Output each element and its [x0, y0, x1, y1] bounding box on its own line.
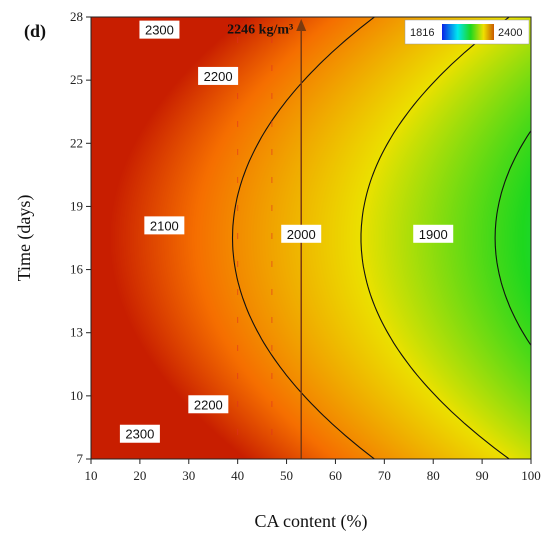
y-tick-label: 19	[70, 198, 83, 213]
marker-arrowhead	[296, 19, 307, 31]
y-axis: 7 10 13 16 19 22 25 28	[70, 9, 91, 466]
x-tick-label: 70	[378, 468, 391, 483]
panel-label: (d)	[24, 21, 46, 42]
contour-label: 2200	[194, 397, 223, 412]
x-tick-label: 40	[231, 468, 244, 483]
contour-lines	[231, 17, 531, 459]
x-tick-label: 30	[182, 468, 195, 483]
contour-label: 2100	[150, 218, 179, 233]
y-axis-title: Time (days)	[14, 195, 35, 282]
contour-line-2200	[360, 17, 511, 459]
x-axis: 10 20 30 40 50 60 70 80 90 100	[85, 459, 541, 483]
contour-label-box	[413, 224, 454, 243]
contour-label: 1900	[419, 227, 448, 242]
x-tick-label: 10	[85, 468, 98, 483]
contour-label-box	[119, 424, 160, 443]
y-tick-label: 25	[70, 72, 83, 87]
y-tick-label: 7	[77, 451, 84, 466]
contour-labels: 2300 2200 2100 2000 1900 2200 2300	[119, 20, 454, 443]
contour-line-2300	[231, 17, 376, 459]
contour-label: 2300	[145, 23, 174, 38]
contour-label: 2300	[125, 427, 154, 442]
colorbar-gradient	[442, 24, 494, 40]
y-tick-label: 22	[70, 135, 83, 150]
x-tick-label: 60	[329, 468, 342, 483]
contour-label-box	[281, 224, 322, 243]
x-tick-label: 100	[521, 468, 541, 483]
contour-label: 2200	[204, 69, 233, 84]
colorbar-min-label: 1816	[410, 27, 434, 39]
contour-label-box	[144, 216, 185, 235]
contour-label-box	[188, 395, 229, 414]
contour-label: 2000	[287, 227, 316, 242]
y-tick-label: 13	[70, 325, 83, 340]
colorbar-max-label: 2400	[498, 27, 522, 39]
contour-label-box	[198, 66, 239, 85]
x-tick-label: 50	[280, 468, 293, 483]
y-tick-label: 10	[70, 388, 83, 403]
x-tick-label: 90	[476, 468, 489, 483]
plot-frame	[90, 16, 532, 460]
x-tick-label: 80	[427, 468, 440, 483]
y-tick-label: 28	[70, 9, 83, 24]
x-axis-title: CA content (%)	[255, 511, 368, 532]
density-annotation: 2246 kg/m³	[227, 23, 293, 38]
contour-line-2100	[494, 129, 531, 347]
y-tick-label: 16	[70, 262, 84, 277]
colorbar: 1816 2400	[404, 19, 530, 45]
contour-label-box	[139, 20, 180, 39]
x-tick-label: 20	[133, 468, 146, 483]
